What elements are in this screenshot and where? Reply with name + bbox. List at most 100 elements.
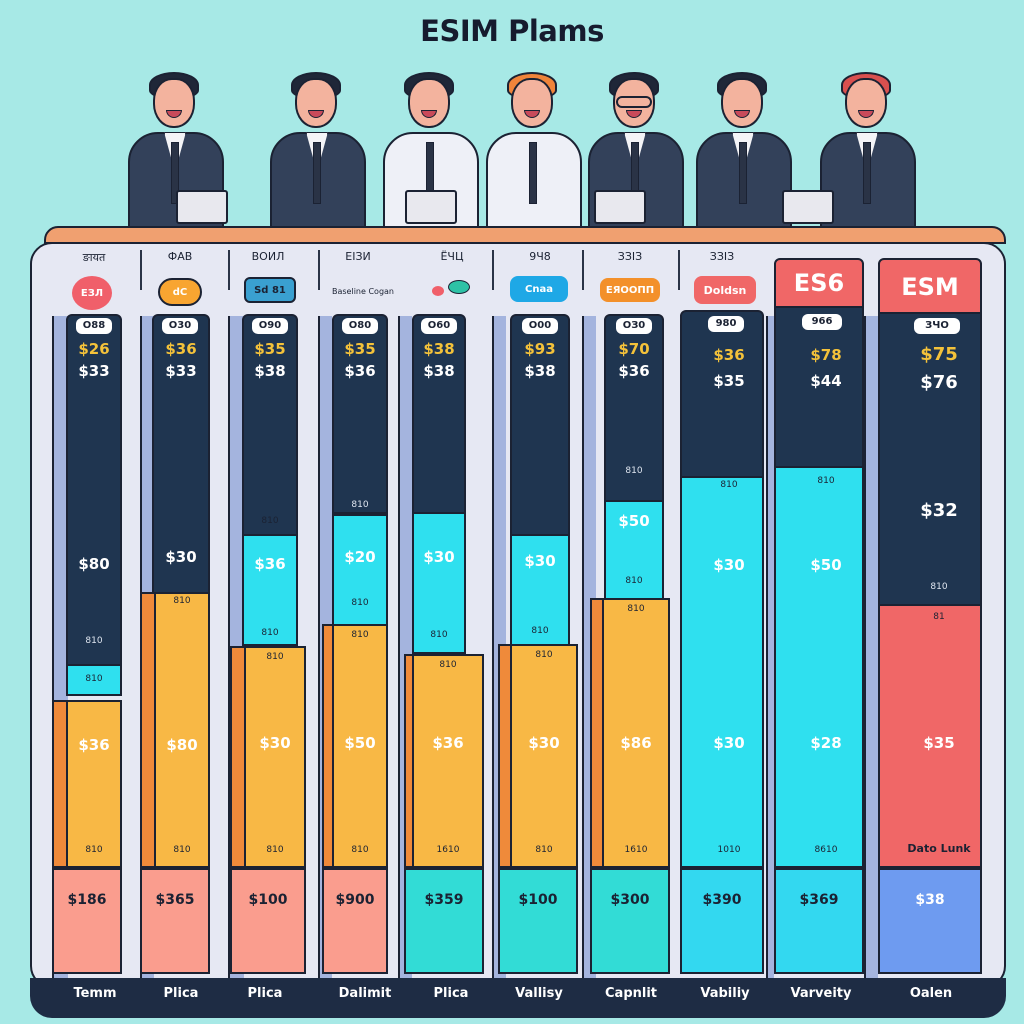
carrier-logo-8: Doldsn bbox=[694, 276, 756, 304]
small-label: 810 bbox=[817, 476, 835, 486]
bar-cyan-segment bbox=[66, 664, 122, 696]
carrier-logo-1: ЕЗЛ bbox=[72, 276, 112, 310]
small-label: 810 bbox=[430, 630, 448, 640]
bar-top-segment bbox=[878, 312, 982, 608]
bar-yellow-segment bbox=[510, 644, 578, 868]
white-price: $76 bbox=[920, 372, 958, 393]
price-tile bbox=[498, 868, 578, 974]
white-price: $38 bbox=[254, 362, 286, 380]
small-label: 810 bbox=[85, 674, 103, 684]
bar-top-segment bbox=[680, 310, 764, 482]
bar-yellow-segment bbox=[66, 700, 122, 868]
price-tile bbox=[322, 868, 388, 974]
carrier-logo-6: Cnaa bbox=[510, 276, 568, 302]
footer-label: Plica bbox=[433, 986, 469, 1001]
small-label: 810 bbox=[266, 652, 284, 662]
bar-cyan-segment bbox=[332, 514, 388, 626]
footer-label: Oalen bbox=[909, 986, 953, 1001]
gold-price: $78 bbox=[810, 346, 842, 364]
plan-badge: О88 bbox=[76, 318, 112, 334]
white-price: $36 bbox=[344, 362, 376, 380]
gold-price: $35 bbox=[344, 340, 376, 358]
small-label: 1610 bbox=[624, 845, 648, 855]
column-header: ЕІЗИ bbox=[345, 250, 371, 263]
plan-badge: 980 bbox=[708, 316, 744, 332]
column-header: ЗЗІЗ bbox=[709, 250, 735, 263]
carrier-logo-3: Sd 81 bbox=[244, 277, 296, 303]
price-tile bbox=[230, 868, 306, 974]
small-label: 810 bbox=[261, 628, 279, 638]
mid-price: $50 bbox=[618, 512, 650, 530]
bar-cyan-segment bbox=[412, 512, 466, 654]
carrier-logo-7: ЕЯООПП bbox=[600, 278, 660, 302]
person-5 bbox=[580, 60, 690, 235]
column-header: ङायत bbox=[82, 251, 106, 264]
mid-price: $36 bbox=[254, 555, 286, 573]
mid-price: $30 bbox=[423, 548, 455, 566]
plan-badge: О90 bbox=[252, 318, 288, 334]
small-label: 810 bbox=[351, 500, 369, 510]
mid-price: $30 bbox=[165, 548, 197, 566]
bar-red-segment bbox=[878, 604, 982, 868]
yellow-price: $30 bbox=[713, 734, 745, 752]
person-2 bbox=[262, 60, 372, 235]
column-stripe bbox=[766, 316, 774, 978]
footer-label: Plica bbox=[247, 986, 283, 1001]
gold-price: $35 bbox=[254, 340, 286, 358]
small-label: 810 bbox=[531, 626, 549, 636]
gold-price: $36 bbox=[713, 346, 745, 364]
column-header: ЁЧЦ bbox=[440, 250, 464, 263]
plan-badge: О80 bbox=[342, 318, 378, 334]
mid-price: $30 bbox=[524, 552, 556, 570]
bar-top-segment bbox=[510, 314, 570, 538]
tile-price: $359 bbox=[424, 892, 464, 908]
plan-badge: 966 bbox=[802, 314, 842, 330]
yellow-price: $30 bbox=[528, 734, 560, 752]
team-illustration bbox=[0, 60, 1024, 235]
gold-price: $93 bbox=[524, 340, 556, 358]
plan-badge: ОЗ0 bbox=[616, 318, 652, 334]
yellow-price: $80 bbox=[166, 736, 198, 754]
person-3 bbox=[375, 60, 485, 235]
small-label: 810 bbox=[627, 604, 645, 614]
yellow-price: $86 bbox=[620, 734, 652, 752]
small-label: 81 bbox=[933, 612, 945, 622]
tile-price: $38 bbox=[915, 892, 945, 908]
bar-cyan-segment bbox=[680, 476, 764, 868]
white-price: $38 bbox=[423, 362, 455, 380]
column-header: ЗЗІЗ bbox=[617, 250, 643, 263]
bar-yellow-segment bbox=[332, 624, 388, 868]
bar-top-segment bbox=[152, 314, 210, 594]
person-6 bbox=[688, 60, 798, 235]
small-label: 810 bbox=[535, 650, 553, 660]
brand-header-es6: ES6 bbox=[774, 258, 864, 308]
gold-price: $70 bbox=[618, 340, 650, 358]
bar-cyan-segment bbox=[774, 466, 864, 868]
price-tile bbox=[52, 868, 122, 974]
footer-label: Dalimit bbox=[338, 986, 392, 1001]
person-7 bbox=[782, 60, 922, 235]
footer-label: Varveity bbox=[790, 986, 852, 1001]
column-divider bbox=[492, 250, 494, 290]
footer-band bbox=[30, 978, 1006, 1018]
footer-label: Plica bbox=[163, 986, 199, 1001]
gold-price: $26 bbox=[78, 340, 110, 358]
footer-label: Vallisy bbox=[515, 986, 563, 1001]
small-label: 8610 bbox=[814, 845, 838, 855]
bar-top-segment bbox=[412, 314, 466, 514]
small-label: 810 bbox=[351, 630, 369, 640]
white-price: $44 bbox=[810, 372, 842, 390]
yellow-price: $50 bbox=[344, 734, 376, 752]
bar-cyan-segment bbox=[242, 534, 298, 646]
column-divider bbox=[140, 250, 142, 290]
plan-badge: ЗЧО bbox=[914, 318, 960, 334]
small-label: 1010 bbox=[717, 845, 741, 855]
tile-price: $186 bbox=[67, 892, 107, 908]
carrier-logo-5-dot-icon bbox=[432, 286, 444, 296]
small-label: 810 bbox=[173, 845, 191, 855]
brand-header-esm: ESM bbox=[878, 258, 982, 314]
carrier-logo-5-pill-icon bbox=[448, 280, 470, 294]
bar-yellow-segment bbox=[412, 654, 484, 868]
small-label: 810 bbox=[351, 845, 369, 855]
plan-badge: О60 bbox=[421, 318, 457, 334]
